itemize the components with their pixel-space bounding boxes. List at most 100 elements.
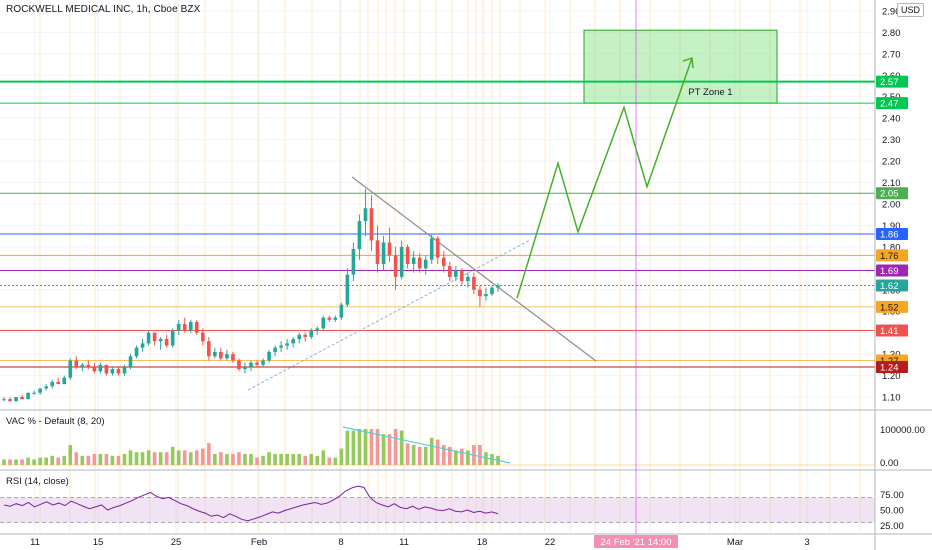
candle xyxy=(207,336,211,361)
candle-body xyxy=(466,276,470,282)
candle xyxy=(231,351,235,363)
candle xyxy=(303,332,308,342)
candle xyxy=(200,328,205,346)
candle-body xyxy=(297,334,302,340)
volume-trendline xyxy=(342,426,511,464)
candle xyxy=(429,233,434,265)
candle xyxy=(188,319,193,333)
price-badge: 1.86 xyxy=(876,227,908,240)
volume-bar xyxy=(411,445,416,465)
rsi-pane-label: RSI (14, close) xyxy=(6,476,69,487)
candle-body xyxy=(170,330,175,346)
time-tick-label: Mar xyxy=(727,537,743,548)
rsi-tick-label: 50.00 xyxy=(880,506,904,517)
candle xyxy=(152,332,157,346)
price-badge-bg xyxy=(876,249,908,262)
candle-body xyxy=(14,397,18,402)
price-tick-label: 2.40 xyxy=(882,114,901,125)
volume-bar xyxy=(74,452,79,465)
price-badge-label: 1.24 xyxy=(880,362,899,373)
volume-bar xyxy=(182,450,187,465)
volume-bar xyxy=(2,459,6,465)
candle xyxy=(339,302,344,320)
candle-body xyxy=(249,362,253,367)
candle xyxy=(417,253,422,273)
volume-bar xyxy=(140,452,145,465)
volume-bar xyxy=(454,450,458,465)
candle xyxy=(110,366,115,376)
candle-body xyxy=(472,276,476,290)
candle xyxy=(164,334,169,348)
candle-body xyxy=(303,334,308,337)
price-badge-label: 1.52 xyxy=(880,302,899,313)
volume-tick-label: 100000.00 xyxy=(880,425,925,436)
candle xyxy=(50,379,55,389)
time-marker-badge xyxy=(594,535,678,548)
price-badge-label: 2.47 xyxy=(880,99,899,110)
candle-body xyxy=(116,369,121,374)
volume-bar xyxy=(110,455,115,465)
price-badge: 2.47 xyxy=(876,97,908,110)
candle-body xyxy=(375,240,380,265)
candle-body xyxy=(399,246,404,277)
candle xyxy=(182,317,187,333)
candle xyxy=(20,394,24,400)
volume-bar xyxy=(279,454,283,465)
candle-body xyxy=(369,208,374,241)
candle-body xyxy=(321,317,326,329)
price-badge: 1.24 xyxy=(876,360,908,373)
time-tick-label: 25 xyxy=(171,537,182,548)
candle-body xyxy=(405,246,410,265)
candle xyxy=(255,360,259,367)
volume-bar xyxy=(68,445,73,465)
candle-body xyxy=(435,238,440,258)
candle-body xyxy=(460,270,464,282)
candle-body xyxy=(237,360,241,370)
volume-bar xyxy=(327,457,332,465)
price-tick-label: 1.10 xyxy=(882,393,901,404)
price-badge-label: 1.86 xyxy=(880,229,899,240)
candle-body xyxy=(393,255,398,277)
volume-bar xyxy=(188,452,193,465)
volume-bar xyxy=(194,450,199,465)
projection-path xyxy=(516,57,693,299)
time-tick-label: 15 xyxy=(93,537,104,548)
candle xyxy=(134,345,139,359)
currency-button[interactable]: USD xyxy=(896,3,924,17)
volume-bar xyxy=(50,455,55,465)
candle xyxy=(435,236,440,265)
candle xyxy=(170,328,175,348)
candle xyxy=(309,328,314,340)
time-tick-label: 8 xyxy=(338,537,343,548)
candle-body xyxy=(110,369,115,374)
candle xyxy=(454,266,458,282)
candle-body xyxy=(38,388,42,393)
price-tick-label: 2.90 xyxy=(882,6,901,17)
candle-body xyxy=(104,364,109,374)
candle-body xyxy=(200,332,205,342)
volume-bar xyxy=(369,429,374,465)
projection-arrowhead xyxy=(682,57,694,69)
candle-body xyxy=(411,257,416,265)
candle xyxy=(98,362,103,374)
volume-bar xyxy=(56,457,61,465)
candle xyxy=(351,242,356,282)
candle xyxy=(472,272,476,295)
volume-bar xyxy=(460,448,464,465)
price-badge-label: 2.57 xyxy=(880,77,899,88)
volume-bar xyxy=(152,452,157,465)
volume-bar xyxy=(484,452,488,465)
candle xyxy=(116,366,121,376)
price-tick-label: 2.30 xyxy=(882,135,901,146)
price-badge-bg xyxy=(876,227,908,240)
volume-bar xyxy=(164,452,169,465)
price-tick-label: 2.00 xyxy=(882,199,901,210)
candle xyxy=(369,195,374,252)
volume-bar xyxy=(176,450,181,465)
price-tick-label: 2.20 xyxy=(882,157,901,168)
candle xyxy=(8,397,12,402)
candle xyxy=(267,349,271,363)
candle xyxy=(38,388,42,395)
candle xyxy=(104,364,109,376)
